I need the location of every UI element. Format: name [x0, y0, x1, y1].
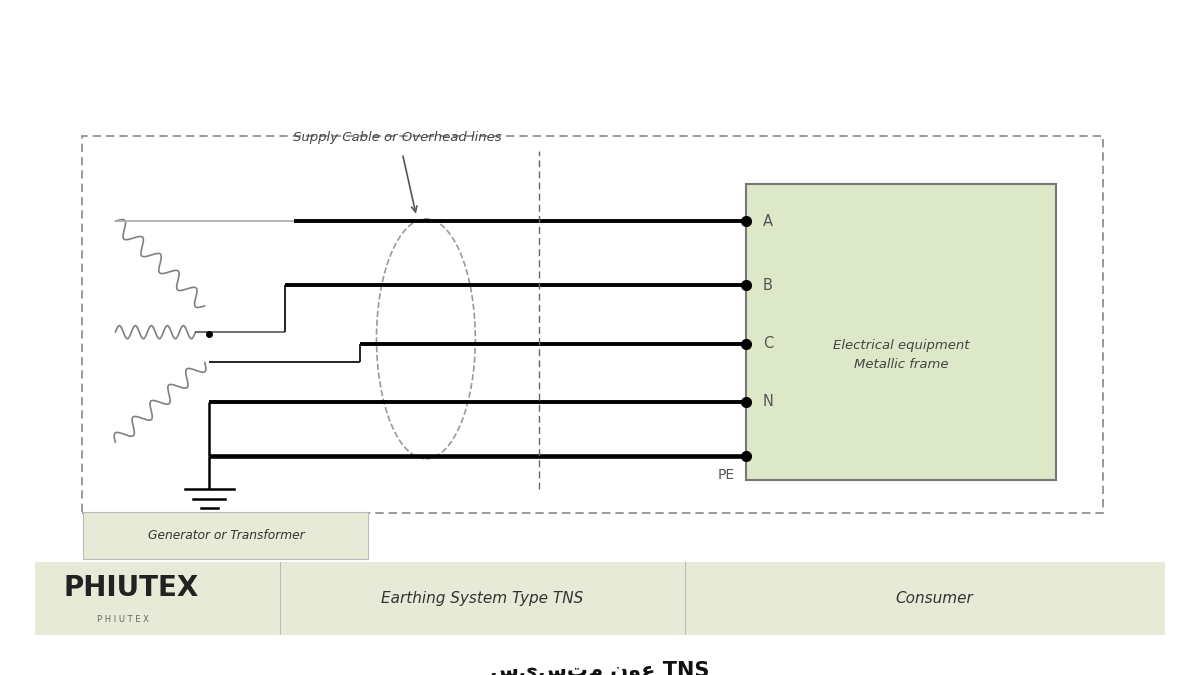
- Text: Earthing System Type TNS: Earthing System Type TNS: [382, 591, 583, 606]
- Text: C: C: [763, 336, 773, 351]
- Bar: [83, 136, 1104, 513]
- Text: Supply Cable or Overhead lines: Supply Cable or Overhead lines: [293, 131, 502, 144]
- Text: PE: PE: [718, 468, 734, 482]
- Text: N: N: [763, 394, 774, 409]
- Text: PHIUTEX: PHIUTEX: [64, 574, 199, 601]
- FancyBboxPatch shape: [83, 512, 368, 559]
- Text: Generator or Transformer: Generator or Transformer: [148, 529, 305, 542]
- Text: P H I U T E X: P H I U T E X: [96, 615, 149, 624]
- Text: A: A: [763, 214, 773, 229]
- Text: Electrical equipment
Metallic frame: Electrical equipment Metallic frame: [833, 340, 970, 371]
- Text: Consumer: Consumer: [895, 591, 973, 606]
- Text: B: B: [763, 277, 773, 293]
- Bar: [746, 184, 1056, 480]
- Bar: [35, 562, 1165, 635]
- Text: سیستم نوع TNS: سیستم نوع TNS: [491, 661, 709, 675]
